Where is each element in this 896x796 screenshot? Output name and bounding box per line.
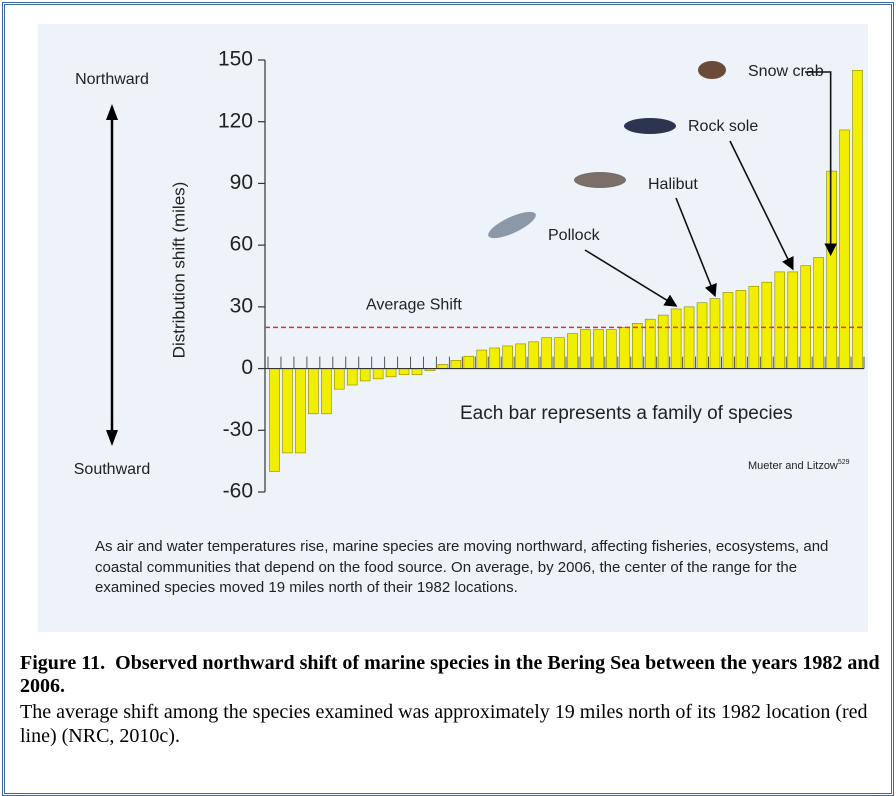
bar	[710, 299, 720, 369]
y-tick-label: 150	[218, 48, 253, 71]
bar	[451, 360, 461, 368]
annotation-arrow	[676, 198, 715, 296]
y-tick-label: 90	[230, 171, 253, 194]
bar	[373, 369, 383, 379]
arrow-head	[106, 104, 118, 120]
y-tick-label: 0	[241, 356, 253, 379]
annotation: Pollock	[548, 227, 601, 244]
bar	[360, 369, 370, 381]
description: As air and water temperatures rise, mari…	[95, 537, 845, 599]
annotation-arrow	[585, 250, 676, 306]
source: Mueter and Litzow529	[748, 459, 850, 472]
bar	[619, 327, 629, 368]
bar	[308, 369, 318, 414]
bar	[853, 70, 863, 368]
species-icon	[698, 61, 726, 79]
caption-text: The average shift among the species exam…	[20, 700, 870, 748]
bar	[840, 130, 850, 369]
bar	[464, 356, 474, 368]
bar	[555, 338, 565, 369]
bar	[542, 338, 552, 369]
bar	[516, 344, 526, 369]
y-tick-label: 30	[230, 294, 253, 317]
bar	[503, 346, 513, 369]
bar	[736, 290, 746, 368]
bar	[334, 369, 344, 390]
bar	[295, 369, 305, 453]
bar	[697, 303, 707, 369]
bar	[477, 350, 487, 369]
y-axis-label: Distribution shift (miles)	[169, 182, 188, 359]
source-text: Mueter and Litzow	[748, 460, 838, 472]
bar	[606, 329, 616, 368]
bar	[658, 315, 668, 368]
bar	[282, 369, 292, 453]
bar	[632, 323, 642, 368]
annotation: Halibut	[648, 176, 698, 193]
bar	[671, 309, 681, 369]
bar	[568, 334, 578, 369]
bar	[684, 307, 694, 369]
bar	[399, 369, 409, 375]
species-icon	[485, 207, 539, 243]
direction-label: Southward	[74, 461, 151, 478]
y-tick-label: 120	[218, 109, 253, 132]
bar	[723, 292, 733, 368]
bar	[593, 329, 603, 368]
caption-title: Figure 11. Observed northward shift of m…	[20, 652, 880, 698]
bar	[827, 171, 837, 368]
bar	[438, 364, 448, 368]
bar	[762, 282, 772, 368]
bar	[645, 319, 655, 368]
bar	[412, 369, 422, 375]
arrow-head	[106, 430, 118, 446]
bar	[814, 257, 824, 368]
bar	[490, 348, 500, 369]
page: Distribution shift (miles) Northward Sou…	[0, 0, 896, 796]
bar	[270, 369, 280, 472]
source-ref: 529	[838, 459, 850, 466]
bar	[347, 369, 357, 385]
bar	[580, 329, 590, 368]
annotation: Rock sole	[688, 118, 758, 135]
y-tick-label: -30	[223, 418, 253, 441]
species-icon	[624, 118, 676, 134]
bar	[788, 272, 798, 369]
note: Each bar represents a family of species	[460, 403, 793, 424]
bar	[775, 272, 785, 369]
y-tick-label: 60	[230, 233, 253, 256]
direction-label: Northward	[75, 71, 149, 88]
bar	[529, 342, 539, 369]
species-icon	[574, 172, 626, 188]
bar	[801, 266, 811, 369]
y-tick-label: -60	[223, 480, 253, 503]
bar	[321, 369, 331, 414]
annotation-arrow	[730, 141, 793, 269]
average-label: Average Shift	[366, 297, 462, 314]
bar	[386, 369, 396, 377]
